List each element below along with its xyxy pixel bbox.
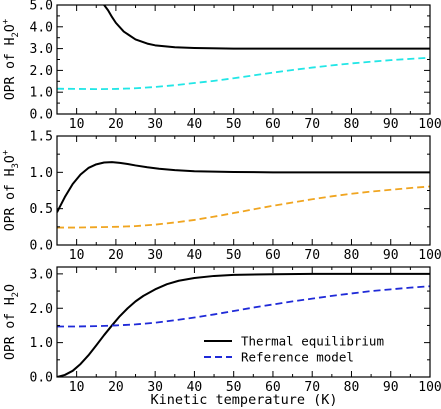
x-tick-label: 40 (187, 248, 203, 263)
legend-reference-label: Reference model (241, 350, 354, 365)
series-thermal-line (57, 161, 430, 213)
x-tick-label: 70 (304, 248, 320, 263)
x-tick-label: 80 (344, 380, 360, 395)
x-tick-label: 50 (226, 380, 242, 395)
y-tick-label: 3.0 (30, 267, 53, 282)
x-tick-label: 100 (418, 380, 441, 395)
y-tick-label: 1.5 (30, 130, 53, 145)
y-tick-label: 0.0 (30, 239, 53, 254)
series-reference-line (57, 285, 430, 328)
y-axis-label: OPR of H2O (3, 284, 21, 360)
x-axis-label: Kinetic temperature (K) (151, 392, 338, 408)
x-tick-label: 80 (344, 117, 360, 132)
x-tick-label: 50 (226, 117, 242, 132)
x-tick-label: 60 (265, 117, 281, 132)
y-tick-label: 1.0 (30, 86, 53, 101)
y-tick-label: 1.0 (30, 336, 53, 351)
x-tick-label: 30 (147, 248, 163, 263)
x-tick-label: 10 (69, 248, 85, 263)
x-tick-label: 30 (147, 117, 163, 132)
x-tick-label: 100 (418, 117, 441, 132)
series-reference-line (57, 185, 430, 229)
series-reference-line (57, 56, 430, 91)
x-tick-label: 20 (108, 117, 124, 132)
x-tick-label: 90 (383, 248, 399, 263)
y-tick-label: 0.5 (30, 202, 53, 217)
y-tick-label: 2.0 (30, 302, 53, 317)
x-tick-label: 40 (187, 380, 203, 395)
x-tick-label: 80 (344, 248, 360, 263)
x-tick-label: 100 (418, 248, 441, 263)
x-tick-label: 70 (304, 117, 320, 132)
x-tick-label: 50 (226, 248, 242, 263)
panel-2: 10 20 30 40 50 60 70 80 90 100 0.0 0.5 1.0 1.5 OPR of … (1, 130, 441, 264)
x-tick-label: 40 (187, 117, 203, 132)
y-tick-label: 2.0 (30, 64, 53, 79)
x-tick-label: 20 (108, 248, 124, 263)
x-tick-label: 20 (108, 380, 124, 395)
plot-frame (56, 4, 431, 115)
x-tick-label: 90 (383, 117, 399, 132)
series-thermal-line (103, 5, 430, 50)
y-axis-label: OPR of H2O+ (1, 18, 21, 100)
x-tick-label: 10 (69, 380, 85, 395)
x-tick-label: 70 (304, 380, 320, 395)
y-tick-label: 5.0 (30, 0, 53, 14)
y-tick-label: 3.0 (30, 42, 53, 57)
legend-thermal-label: Thermal equilibrium (241, 334, 384, 349)
y-tick-label: 0.0 (30, 371, 53, 386)
x-tick-label: 90 (383, 380, 399, 395)
x-tick-label: 60 (265, 380, 281, 395)
y-tick-label: 1.0 (30, 166, 53, 181)
x-tick-label: 60 (265, 248, 281, 263)
x-tick-label: 30 (147, 380, 163, 395)
panel-1: 10 20 30 40 50 60 70 80 90 100 0.0 1.0 2.0 3.0 4.0 5.0 O… (1, 0, 441, 132)
panel-3: 10 20 30 40 50 60 70 80 90 100 0.0 1.0 2.0 3.0 OPR of … (3, 266, 441, 395)
plot-frame (56, 266, 431, 378)
x-tick-label: 10 (69, 117, 85, 132)
y-axis-label: OPR of H3O+ (1, 149, 21, 231)
y-tick-label: 4.0 (30, 20, 53, 35)
series-thermal-line (57, 272, 430, 377)
y-tick-label: 0.0 (30, 108, 53, 123)
